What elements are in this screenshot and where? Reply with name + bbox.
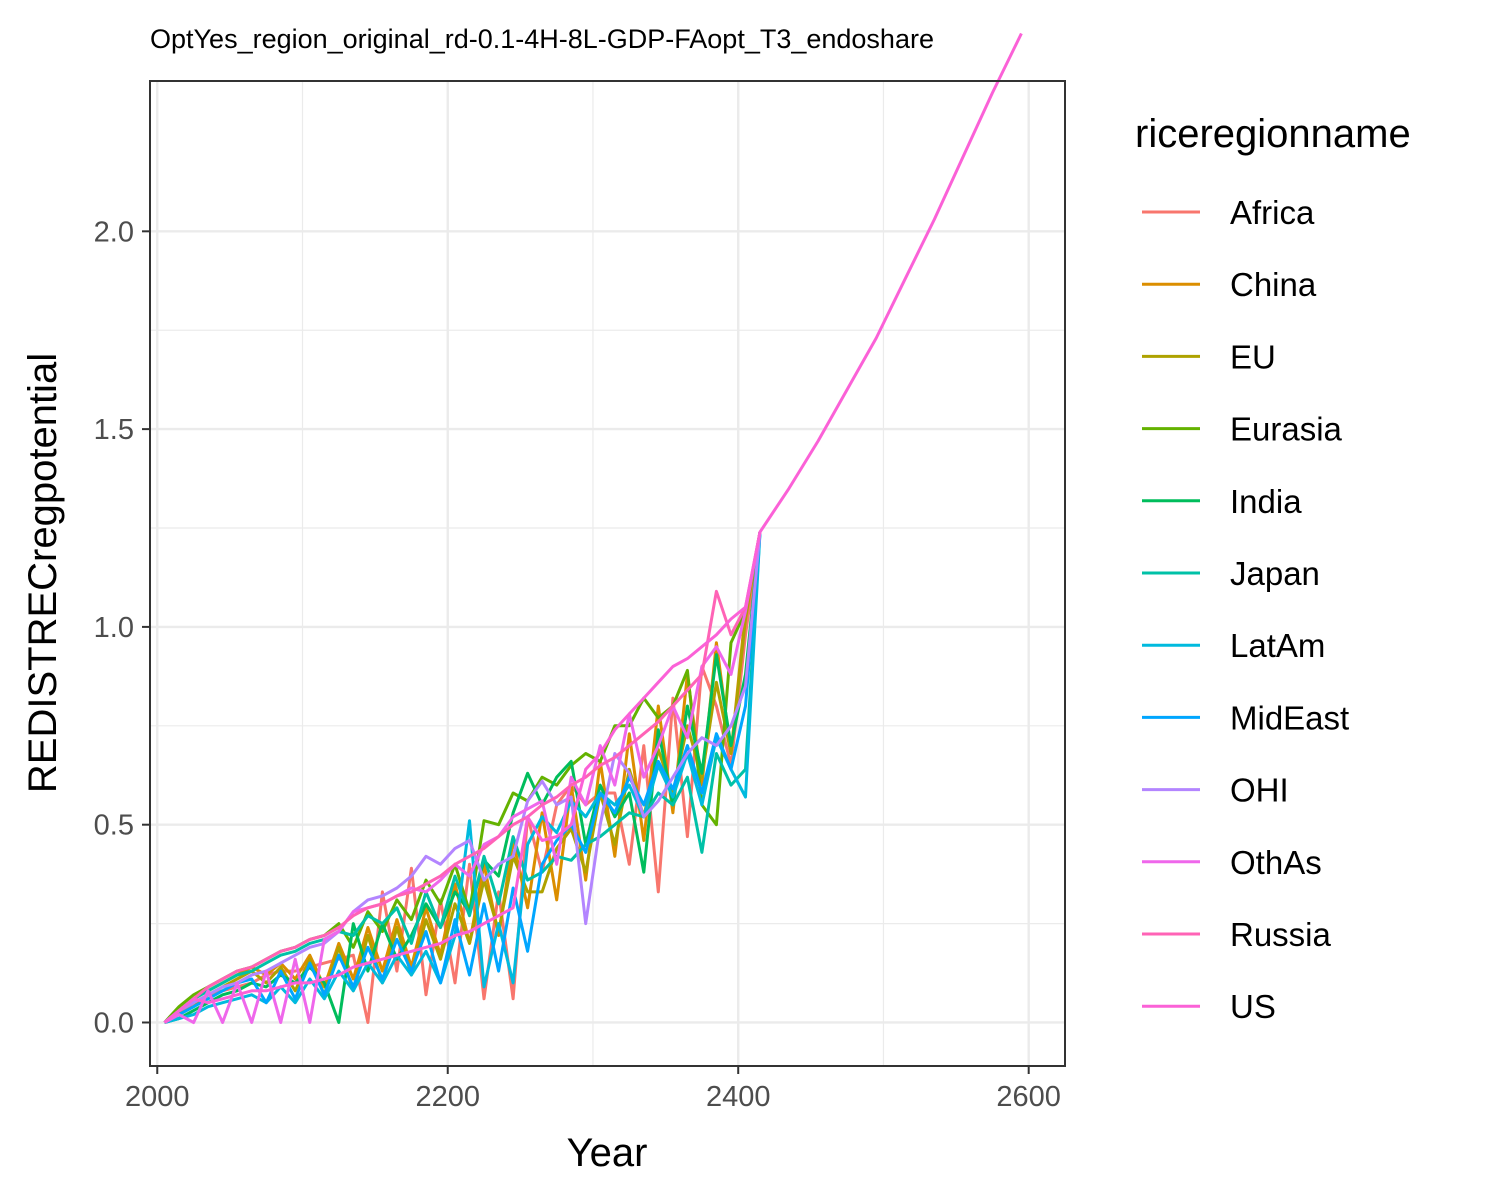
legend-label: India xyxy=(1230,483,1302,520)
series-line-ohi xyxy=(163,531,762,1024)
series-line-othas xyxy=(163,531,762,1024)
x-tick-label: 2000 xyxy=(125,1081,190,1113)
legend-label: Russia xyxy=(1230,916,1332,953)
legend-label: OHI xyxy=(1230,772,1289,809)
legend-title: riceregionname xyxy=(1135,112,1411,156)
legend-item-latam: LatAm xyxy=(1142,627,1325,664)
legend-label: MidEast xyxy=(1230,699,1349,736)
legend-label: Africa xyxy=(1230,194,1315,231)
plot-panel-border xyxy=(149,80,1066,1067)
chart-title: OptYes_region_original_rd-0.1-4H-8L-GDP-… xyxy=(150,24,934,54)
legend-label: US xyxy=(1230,988,1276,1025)
series-line-us xyxy=(163,32,1023,1024)
legend-item-eurasia: Eurasia xyxy=(1142,411,1343,448)
legend-item-china: China xyxy=(1142,266,1317,303)
y-tick-label: 0.0 xyxy=(94,1007,134,1039)
x-tick-label: 2400 xyxy=(706,1081,771,1113)
series-line-china xyxy=(163,531,762,1024)
y-tick-label: 0.5 xyxy=(94,810,134,842)
series-line-russia xyxy=(163,531,762,1024)
y-axis-title: REDISTRECregpotential xyxy=(21,353,65,793)
x-tick-label: 2600 xyxy=(996,1081,1061,1113)
legend: riceregionname Africa China EU Eurasia India… xyxy=(1135,112,1411,1025)
legend-item-mideast: MidEast xyxy=(1142,699,1349,736)
x-tick-label: 2200 xyxy=(415,1081,480,1113)
legend-item-japan: Japan xyxy=(1142,555,1320,592)
series-lines xyxy=(163,32,1023,1024)
grid-major xyxy=(150,81,1065,1066)
legend-item-othas: OthAs xyxy=(1142,844,1322,881)
y-tick-label: 1.5 xyxy=(94,414,134,446)
y-tick-label: 1.0 xyxy=(94,612,134,644)
y-axis: 0.0 0.5 1.0 1.5 2.0 xyxy=(94,216,150,1039)
legend-item-us: US xyxy=(1142,988,1276,1025)
series-line-mideast xyxy=(163,531,762,1024)
legend-label: OthAs xyxy=(1230,844,1322,881)
x-axis: 2000 2200 2400 2600 xyxy=(125,1066,1061,1113)
legend-label: Eurasia xyxy=(1230,411,1343,448)
legend-label: LatAm xyxy=(1230,627,1325,664)
legend-item-india: India xyxy=(1142,483,1302,520)
legend-item-ohi: OHI xyxy=(1142,772,1289,809)
legend-label: Japan xyxy=(1230,555,1320,592)
grid-minor xyxy=(150,81,1065,1066)
legend-item-eu: EU xyxy=(1142,338,1276,375)
legend-label: EU xyxy=(1230,338,1276,375)
legend-item-africa: Africa xyxy=(1142,194,1315,231)
x-axis-title: Year xyxy=(567,1131,648,1175)
legend-label: China xyxy=(1230,266,1317,303)
legend-item-russia: Russia xyxy=(1142,916,1332,953)
y-tick-label: 2.0 xyxy=(94,216,134,248)
